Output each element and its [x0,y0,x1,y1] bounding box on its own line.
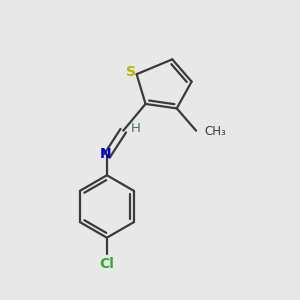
Text: N: N [100,147,112,160]
Text: S: S [126,65,136,79]
Text: H: H [131,122,141,135]
Text: CH₃: CH₃ [204,125,226,138]
Text: Cl: Cl [100,256,114,271]
